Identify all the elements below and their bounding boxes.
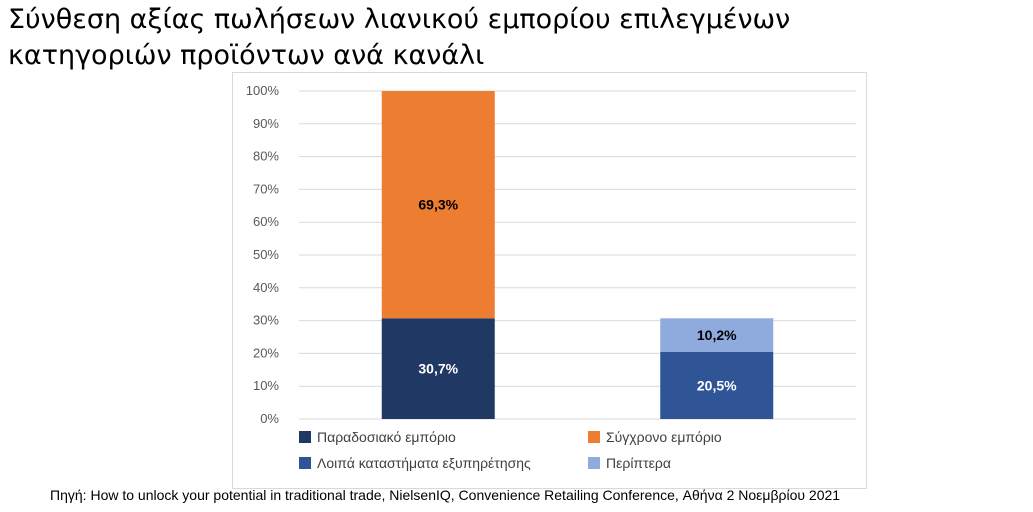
bar-segment: [381, 91, 495, 319]
chart-title-line-2: κατηγοριών προϊόντων ανά κανάλι: [8, 40, 485, 71]
y-tick-label: 0%: [260, 411, 279, 426]
data-label: 10,2%: [697, 327, 737, 343]
bar-segment: [381, 318, 495, 419]
data-label: 69,3%: [418, 197, 458, 213]
y-tick-label: 100%: [246, 83, 280, 98]
data-label: 30,7%: [418, 361, 458, 377]
legend-swatch: [588, 431, 600, 443]
y-tick-label: 80%: [253, 149, 279, 164]
legend-label: Σύγχρονο εμπόριο: [606, 429, 722, 445]
y-tick-label: 30%: [253, 313, 279, 328]
legend-label: Λοιπά καταστήματα εξυπηρέτησης: [317, 455, 531, 471]
y-tick-label: 70%: [253, 181, 279, 196]
legend-swatch: [588, 457, 600, 469]
legend-label: Παραδοσιακό εμπόριο: [317, 429, 456, 445]
legend-swatch: [299, 457, 311, 469]
legend-swatch: [299, 431, 311, 443]
y-tick-label: 60%: [253, 214, 279, 229]
source-note: Πηγή: How to unlock your potential in tr…: [50, 487, 841, 503]
y-tick-label: 40%: [253, 280, 279, 295]
stacked-bar-chart: 0% 10% 20% 30% 40% 50% 60% 70% 80% 90% 100% 30,7% 69…: [246, 83, 856, 471]
y-tick-label: 20%: [253, 345, 279, 360]
y-tick-label: 50%: [253, 247, 279, 262]
legend-label: Περίπτερα: [606, 455, 671, 471]
bar-segment: [660, 351, 774, 419]
chart-title-line-1: Σύνθεση αξίας πωλήσεων λιανικού εμπορίου…: [8, 4, 791, 35]
y-tick-label: 90%: [253, 116, 279, 131]
y-tick-label: 10%: [253, 378, 279, 393]
chart-title: Σύνθεση αξίας πωλήσεων λιανικού εμπορίου…: [8, 2, 1018, 74]
data-label: 20,5%: [697, 377, 737, 393]
chart-area: 0% 10% 20% 30% 40% 50% 60% 70% 80% 90% 100% 30,7% 69…: [232, 72, 867, 489]
bar-segment: [660, 318, 774, 352]
